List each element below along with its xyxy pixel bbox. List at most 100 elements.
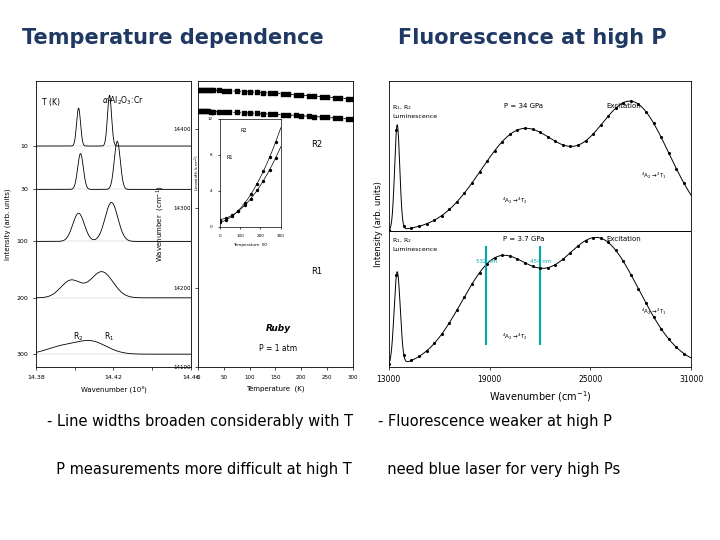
Point <box>580 236 591 245</box>
Point <box>264 165 275 174</box>
Point <box>670 343 682 352</box>
Point <box>557 140 569 149</box>
Point <box>421 219 433 228</box>
Point <box>618 257 629 266</box>
Point <box>459 293 470 301</box>
Point <box>527 125 539 133</box>
Y-axis label: Wavenumber  (cm$^{-1}$): Wavenumber (cm$^{-1}$) <box>155 186 167 262</box>
Point <box>467 280 478 288</box>
Point <box>239 109 251 117</box>
Text: Luminescence: Luminescence <box>392 114 437 119</box>
Point <box>428 339 440 348</box>
Y-axis label: Intensity (arb. units): Intensity (arb. units) <box>4 188 11 260</box>
Point <box>610 246 621 255</box>
Text: Temperature dependence: Temperature dependence <box>22 28 324 48</box>
Point <box>270 137 282 146</box>
Point <box>208 86 220 94</box>
Point <box>398 351 410 360</box>
Point <box>451 198 463 206</box>
Point <box>303 91 315 100</box>
Point <box>220 216 232 225</box>
Point <box>595 234 606 242</box>
Point <box>663 148 675 157</box>
Point <box>534 128 546 137</box>
Point <box>244 87 256 96</box>
Point <box>200 107 212 116</box>
Point <box>519 259 531 267</box>
Text: P = 1 atm: P = 1 atm <box>259 345 297 353</box>
Point <box>233 206 244 215</box>
Point <box>549 260 561 269</box>
Text: need blue laser for very high Ps: need blue laser for very high Ps <box>378 462 620 477</box>
Text: $^4$A$_2$$\rightarrow$$^4$T$_2$: $^4$A$_2$$\rightarrow$$^4$T$_2$ <box>502 332 528 342</box>
Point <box>290 111 302 120</box>
Point <box>625 271 636 279</box>
Point <box>670 164 682 173</box>
Point <box>282 90 294 98</box>
Text: R$_1$, R$_2$: R$_1$, R$_2$ <box>392 103 413 112</box>
Point <box>482 157 493 165</box>
Point <box>398 222 410 231</box>
Point <box>316 113 328 122</box>
Point <box>218 86 230 95</box>
Point <box>218 107 230 116</box>
Point <box>277 110 289 119</box>
Text: Ruby: Ruby <box>266 325 291 333</box>
Text: P = 3.7 GPa: P = 3.7 GPa <box>503 237 544 242</box>
Text: $^4$A$_2$$\rightarrow$$^2$T$_1$: $^4$A$_2$$\rightarrow$$^2$T$_1$ <box>642 171 667 181</box>
Point <box>192 85 204 94</box>
Point <box>213 107 225 116</box>
Point <box>663 335 675 343</box>
Point <box>459 188 470 197</box>
Point <box>258 177 269 185</box>
Text: Luminescence: Luminescence <box>392 247 437 252</box>
Text: $\alpha$-Al$_2$O$_3$:Cr: $\alpha$-Al$_2$O$_3$:Cr <box>102 94 144 107</box>
Point <box>270 153 282 162</box>
Point <box>542 264 554 272</box>
Point <box>489 146 500 155</box>
Point <box>497 137 508 146</box>
Point <box>534 264 546 273</box>
Y-axis label: Intensity (arb. units): Intensity (arb. units) <box>374 181 383 267</box>
Point <box>251 88 263 97</box>
Point <box>428 216 440 225</box>
Point <box>572 141 584 150</box>
Point <box>231 87 243 96</box>
Point <box>282 111 294 119</box>
Point <box>564 142 576 151</box>
Point <box>214 215 225 224</box>
Point <box>233 207 244 215</box>
Point <box>383 226 395 234</box>
Point <box>321 93 333 102</box>
Point <box>295 91 307 99</box>
Point <box>251 109 263 118</box>
Point <box>208 107 220 116</box>
Text: $^4$A$_2$$\rightarrow$$^2$T$_1$: $^4$A$_2$$\rightarrow$$^2$T$_1$ <box>642 307 667 318</box>
Point <box>277 90 289 98</box>
Point <box>257 109 269 118</box>
Point <box>421 347 433 355</box>
Text: T (K): T (K) <box>42 98 60 107</box>
Point <box>482 259 493 268</box>
Point <box>640 107 652 116</box>
Point <box>383 360 395 368</box>
X-axis label: Temperature  (K): Temperature (K) <box>233 244 267 247</box>
Point <box>633 100 644 109</box>
Point <box>220 214 232 222</box>
Point <box>223 108 235 117</box>
Point <box>655 133 667 141</box>
Point <box>195 85 207 94</box>
Text: R$_1$: R$_1$ <box>104 331 114 343</box>
Point <box>316 92 328 101</box>
Point <box>610 104 621 112</box>
Text: Fluorescence at high P: Fluorescence at high P <box>398 28 667 48</box>
Point <box>334 114 346 123</box>
Point <box>603 238 614 247</box>
Point <box>200 86 212 94</box>
Point <box>270 89 282 98</box>
Point <box>618 98 629 107</box>
Point <box>329 93 341 102</box>
Point <box>239 199 251 207</box>
Point <box>244 109 256 117</box>
Point <box>257 88 269 97</box>
